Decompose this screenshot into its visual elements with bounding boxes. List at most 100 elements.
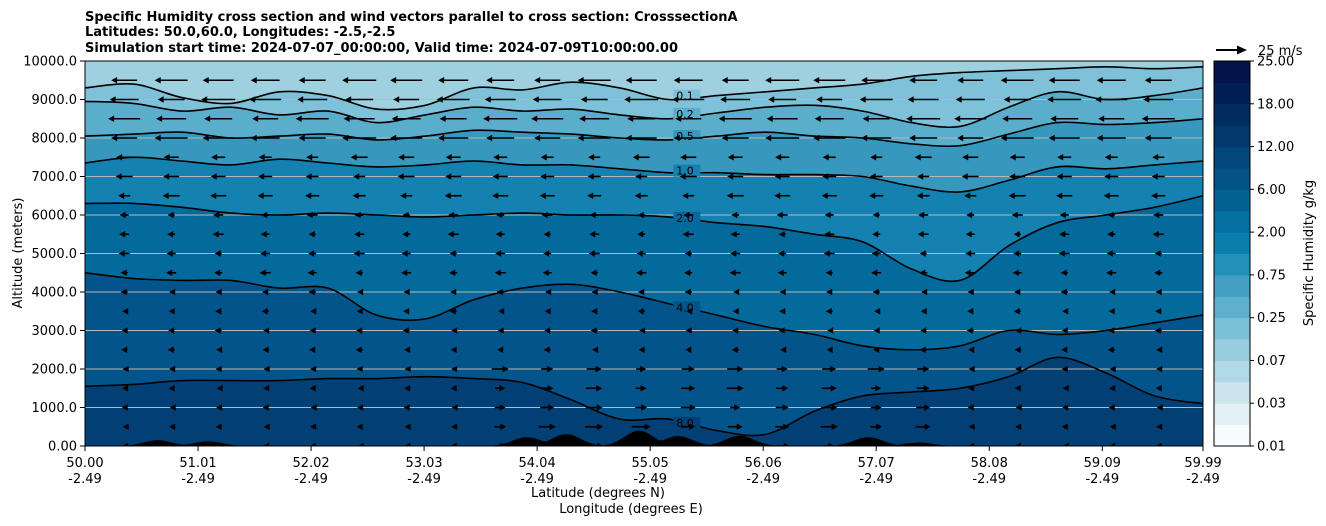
x-tick-label-lat: 58.08	[971, 456, 1008, 471]
wind-vector	[967, 308, 974, 315]
wind-vector-head	[167, 346, 174, 353]
wind-vector	[210, 192, 227, 199]
wind-vector	[354, 231, 365, 238]
wind-vector-head	[1154, 250, 1161, 257]
wind-vector	[448, 211, 459, 219]
wind-vector-head	[1108, 308, 1115, 315]
wind-vector	[249, 96, 282, 103]
wind-vector-head	[875, 404, 882, 411]
wind-vector	[861, 134, 892, 142]
wind-vector-head	[1014, 346, 1021, 353]
wind-vector-head	[261, 308, 268, 315]
wind-vector-head	[450, 442, 457, 446]
wind-vector-head	[167, 211, 174, 219]
wind-vector	[310, 365, 317, 373]
wind-vector-head	[680, 154, 687, 161]
wind-vector	[201, 96, 236, 103]
wind-vector-head	[169, 288, 176, 296]
wind-vector-head	[638, 346, 645, 353]
wind-vector	[262, 346, 269, 353]
wind-vector	[1003, 96, 1031, 103]
wind-vector-head	[1060, 288, 1067, 296]
wind-vector	[1107, 346, 1115, 353]
wind-vector	[401, 269, 412, 276]
wind-vector-head	[168, 308, 175, 315]
wind-vector	[263, 385, 270, 392]
colorbar-segment	[1214, 146, 1250, 169]
wind-vector-head	[1095, 96, 1102, 103]
wind-vector-head	[685, 346, 692, 353]
wind-vector	[768, 96, 797, 103]
wind-vector-head	[1109, 288, 1116, 296]
wind-vector	[111, 134, 138, 142]
wind-vector-head	[768, 96, 775, 103]
wind-vector	[727, 365, 744, 373]
wind-vector-head	[499, 385, 506, 392]
wind-vector	[496, 211, 505, 219]
wind-vector-head	[169, 365, 176, 373]
wind-vector	[968, 385, 975, 392]
wind-vector-head	[215, 423, 222, 430]
wind-vector	[962, 154, 979, 161]
wind-vector-head	[778, 250, 785, 257]
wind-vector-head	[353, 250, 360, 257]
x-tick-label-lon: -2.49	[746, 472, 780, 487]
wind-vector-head	[357, 442, 364, 446]
wind-vector-head	[587, 173, 594, 180]
wind-vector	[1109, 385, 1116, 392]
wind-vector-head	[492, 192, 499, 199]
wind-vector-head	[494, 269, 501, 276]
wind-vector-head	[356, 365, 363, 373]
wind-vector	[1059, 211, 1069, 219]
wind-vector	[492, 192, 509, 199]
wind-vector-head	[211, 154, 218, 161]
wind-vector-head	[445, 154, 452, 161]
wind-vector	[402, 231, 411, 238]
wind-vector-head	[214, 327, 221, 334]
wind-vector-head	[875, 385, 882, 392]
wind-vector-head	[1061, 346, 1068, 353]
wind-vector-head	[449, 269, 456, 276]
wind-vector-head	[120, 269, 127, 276]
y-tick-label: 10000.0	[23, 55, 77, 70]
wind-vector-head	[961, 173, 968, 180]
wind-vector	[495, 385, 506, 392]
wind-vector	[915, 423, 931, 430]
wind-vector-head	[486, 134, 493, 142]
wind-vector	[635, 404, 648, 411]
wind-vector	[308, 250, 317, 257]
wind-vector-head	[309, 346, 316, 353]
wind-vector-head	[403, 288, 410, 296]
wind-vector	[727, 173, 744, 180]
wind-vector-head	[259, 269, 266, 276]
wind-vector	[1144, 77, 1172, 84]
wind-vector-head	[263, 327, 270, 334]
contour-line-0.2	[85, 87, 1203, 129]
wind-vector-head	[729, 269, 736, 276]
wind-vector-head	[869, 173, 876, 180]
wind-vector	[861, 77, 892, 84]
wind-vector-head	[1153, 211, 1160, 219]
wind-vector-head	[401, 250, 408, 257]
colorbar-segment	[1214, 424, 1250, 447]
wind-vector	[779, 288, 786, 296]
wind-vector-head	[636, 250, 643, 257]
wind-vector	[1143, 96, 1174, 103]
wind-vector	[538, 423, 556, 430]
wind-vector	[310, 404, 317, 411]
wind-vector	[215, 365, 222, 373]
wind-vector-head	[436, 96, 443, 103]
wind-vector-head	[397, 173, 404, 180]
wind-vector-head	[1096, 77, 1103, 84]
wind-vector-head	[917, 173, 924, 180]
wind-vector-head	[305, 192, 312, 199]
wind-vector	[169, 365, 176, 373]
y-tick-label: 4000.0	[32, 286, 78, 301]
wind-vector-head	[1056, 192, 1063, 199]
wind-vector-head	[166, 250, 173, 257]
wind-vector-head	[914, 154, 921, 161]
wind-vector	[354, 211, 364, 219]
wind-vector-head	[1015, 327, 1022, 334]
wind-vector-head	[822, 154, 829, 161]
wind-vector	[353, 250, 365, 257]
